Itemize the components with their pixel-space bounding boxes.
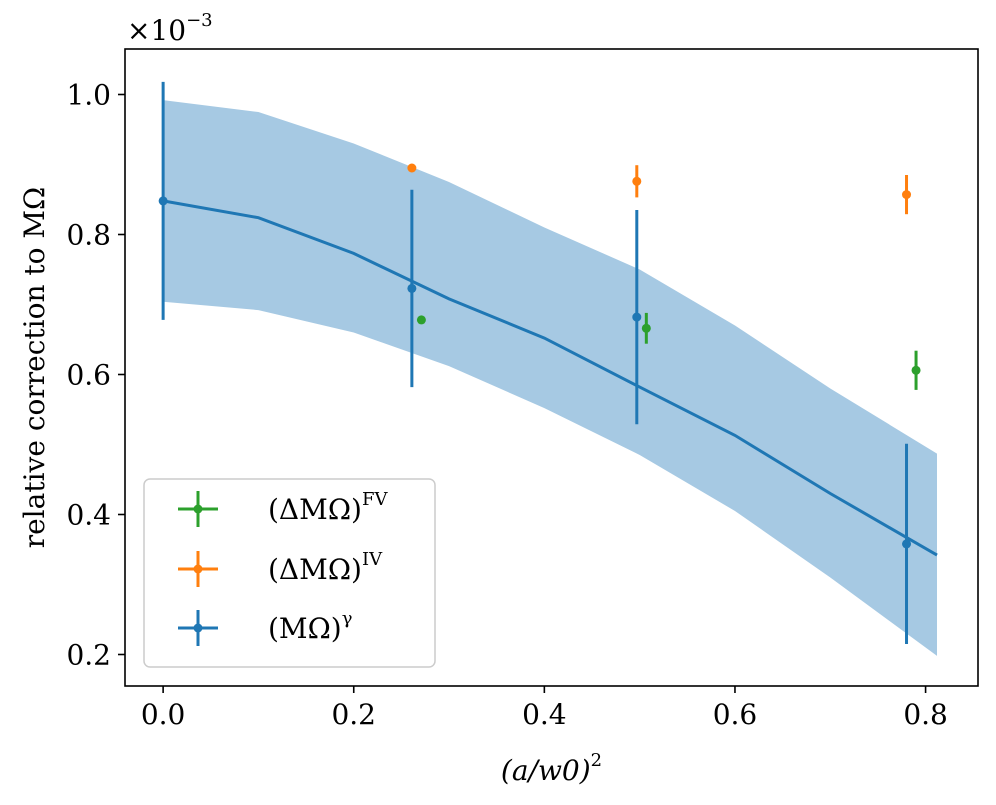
legend-item-1: (ΔMΩ)IV (178, 549, 383, 587)
x-axis-label-exponent: 2 (591, 750, 602, 771)
legend-label: (ΔMΩ)IV (268, 549, 383, 586)
data-points-layer (158, 81, 921, 644)
offset-label-base: ×10 (127, 14, 186, 47)
legend-marker-point (193, 623, 203, 633)
legend: (ΔMΩ)FV(ΔMΩ)IV(MΩ)γ (143, 478, 436, 668)
legend-box (143, 478, 436, 668)
x-tick-label: 0.2 (331, 698, 376, 731)
legend-marker-point (193, 504, 203, 514)
offset-label: ×10−3 (127, 10, 213, 47)
data-point (902, 539, 912, 549)
offset-label-exponent: −3 (186, 10, 213, 31)
x-tick-label: 0.6 (713, 698, 758, 731)
x-axis-label-base: (a/w0) (501, 754, 591, 787)
fit-line-layer (162, 199, 938, 557)
fit-line (162, 199, 938, 557)
y-tick-label: 1.0 (66, 79, 111, 112)
y-tick-label: 0.6 (66, 359, 111, 392)
legend-label-sup: FV (362, 489, 388, 510)
legend-marker-point (193, 564, 203, 574)
legend-label-base: (ΔMΩ) (268, 493, 362, 526)
plot-frame (124, 48, 979, 687)
y-axis-label: relative correction to MΩ (18, 187, 51, 549)
legend-label-sup: IV (362, 549, 383, 570)
data-point (632, 312, 642, 322)
data-point (641, 323, 651, 333)
x-tick-label: 0.4 (522, 698, 567, 731)
data-point (158, 196, 168, 206)
confidence-band-layer (163, 100, 938, 656)
legend-item-0: (ΔMΩ)FV (178, 489, 388, 527)
data-point (911, 365, 921, 375)
legend-label-base: (MΩ) (268, 612, 342, 645)
legend-item-2: (MΩ)γ (178, 608, 353, 646)
series-1 (407, 163, 912, 215)
legend-label: (MΩ)γ (268, 608, 353, 645)
data-point (416, 315, 426, 325)
y-tick-label: 0.4 (66, 499, 111, 532)
confidence-band (163, 100, 938, 656)
data-point (407, 163, 417, 173)
legend-label-base: (ΔMΩ) (268, 553, 362, 586)
data-point (902, 190, 912, 200)
legend-label-sup: γ (342, 608, 353, 629)
series-2 (158, 81, 912, 644)
legend-label: (ΔMΩ)FV (268, 489, 388, 526)
y-tick-label: 0.2 (66, 639, 111, 672)
series-0 (416, 312, 921, 390)
data-point (407, 283, 417, 293)
data-point (632, 176, 642, 186)
y-tick-label: 0.8 (66, 219, 111, 252)
x-tick-label: 0.8 (903, 698, 948, 731)
x-tick-label: 0.0 (141, 698, 186, 731)
axes-layer: 0.0 0.2 0.4 0.6 0.8 0.2 0.4 0.6 0.8 1.0 ×10−3 (a/w0… (18, 10, 979, 787)
x-axis-label: (a/w0)2 (501, 750, 602, 787)
